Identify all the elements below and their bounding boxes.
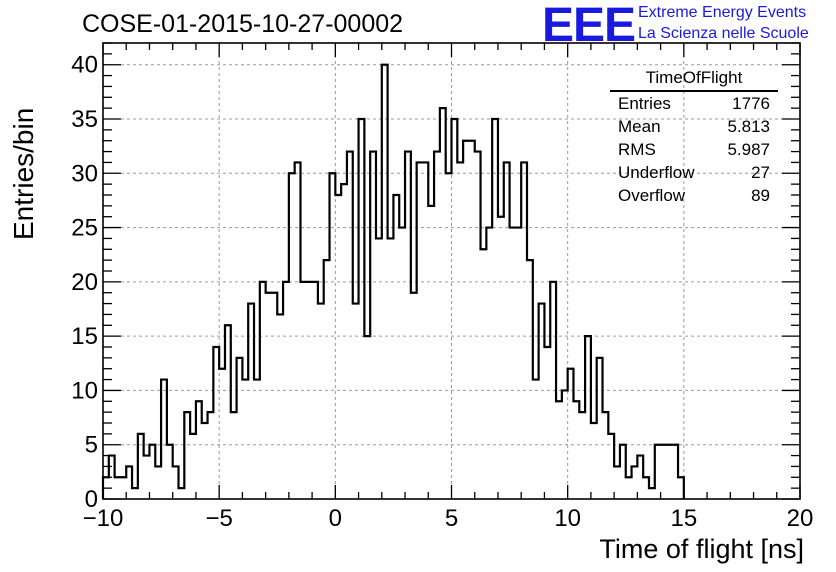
stats-row-overflow: Overflow 89 [610,184,778,207]
stats-row-mean: Mean 5.813 [610,115,778,138]
histogram-bin [533,380,539,499]
x-tick-label: 15 [670,505,697,532]
x-tick-label: 5 [445,505,458,532]
histogram-bin [626,477,632,499]
logo-line-2: La Scienza nelle Scuole [638,25,809,42]
stats-row-entries: Entries 1776 [610,92,778,115]
histogram-bin [393,195,399,499]
histogram-bin [271,293,277,499]
logo-line-1: Extreme Energy Events [638,4,807,21]
histogram-bin [498,217,504,499]
histogram-bin [399,228,405,499]
histogram-bin [591,423,597,499]
stats-label: Underflow [618,163,695,182]
histogram-bin [202,423,208,499]
histogram-bin [411,293,417,499]
histogram-bin [666,445,672,499]
histogram-bin [544,347,550,499]
histogram-bin [318,304,324,499]
y-tick-label: 5 [85,432,98,459]
histogram-bin [481,249,487,499]
histogram-bin [266,293,272,499]
y-tick-label: 20 [71,269,98,296]
histogram-bin [556,401,562,499]
histogram-bin [335,195,341,499]
histogram-bin [388,238,394,499]
histogram-bin [120,477,126,499]
stats-row-rms: RMS 5.987 [610,138,778,161]
x-tick-label: −5 [205,505,232,532]
histogram-bin [649,488,655,499]
x-tick-label: 10 [554,505,581,532]
histogram-bin [515,228,521,499]
histogram-outline [101,63,685,499]
histogram-bin [254,380,260,499]
y-tick-label: 10 [71,377,98,404]
y-tick-label: 25 [71,215,98,242]
histogram-bin [219,369,225,499]
histogram-bin [469,141,475,499]
stats-label: Mean [618,117,661,136]
grid-lines [103,43,800,499]
x-tick-label: −10 [83,505,124,532]
histogram-bin [231,412,237,499]
stats-label: Entries [618,94,671,113]
x-tick-label: 20 [787,505,814,532]
histogram-bin [277,314,283,499]
eee-logo: EEE [542,0,636,52]
x-axis-label: Time of flight [ns] [599,534,804,564]
x-tick-label: 0 [329,505,342,532]
y-axis-label: Entries/bin [8,107,39,240]
stats-title: TimeOfFlight [610,68,778,92]
stats-box: TimeOfFlight Entries 1776 Mean 5.813 RMS… [610,68,778,207]
y-tick-label: 0 [85,486,98,513]
stats-value: 89 [751,186,770,205]
histogram-bin [486,228,492,499]
stats-value: 27 [751,163,770,182]
histogram-bin [510,228,516,499]
y-tick-label: 15 [71,323,98,350]
y-tick-labels: 0 5 10 15 20 25 30 35 40 [71,52,98,513]
histogram-bin [428,206,434,499]
stats-row-underflow: Underflow 27 [610,161,778,184]
histogram-bin [132,488,138,499]
histogram-bin [341,184,347,499]
histogram-bin [573,401,579,499]
histogram-bin [190,434,196,499]
stats-value: 5.987 [727,140,770,159]
stats-value: 5.813 [727,117,770,136]
histogram-bin [661,445,667,499]
histogram-bin [579,412,585,499]
histogram-bin [463,141,469,499]
histogram-bin [353,304,359,499]
stats-label: Overflow [618,186,686,205]
y-tick-label: 30 [71,160,98,187]
y-tick-label: 35 [71,106,98,133]
histogram-bin [179,488,185,499]
histogram-bin [242,380,248,499]
histogram-bin [364,336,370,499]
stats-label: RMS [618,140,656,159]
histogram-bin [422,162,428,499]
run-title: COSE-01-2015-10-27-00002 [82,10,404,38]
axis-ticks [102,42,801,500]
histogram-bin [115,477,121,499]
histogram-bin [208,412,214,499]
y-tick-label: 40 [71,52,98,79]
histogram-bin [155,466,161,499]
histogram-bin [376,238,382,499]
stats-value: 1776 [732,94,770,113]
histogram-bin [457,162,463,499]
histogram-bin [144,456,150,499]
x-tick-labels: −10 −5 0 5 10 15 20 [83,505,814,532]
histogram-bin [614,466,620,499]
histogram-bin [452,119,458,499]
